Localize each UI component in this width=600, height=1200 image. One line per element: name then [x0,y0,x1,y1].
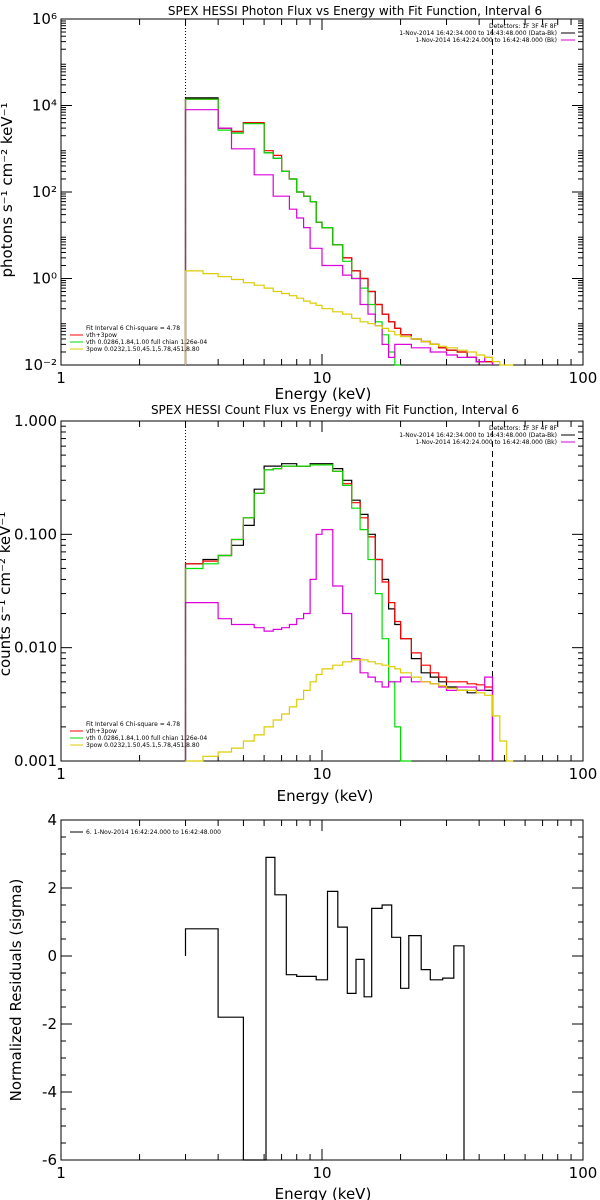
y-axis-label: counts s⁻¹ cm⁻² keV⁻¹ [0,512,14,677]
y-tick-label: -6 [42,1151,57,1169]
legend-text: vth 0.0286,1.84,1.00 full chian 1.26e-04 [86,735,207,742]
legend-text: 3pow 0.0232,1.50,45.1,5.78,451,8.80 [86,742,200,749]
photon-flux-panel: SPEX HESSI Photon Flux vs Energy with Fi… [0,4,597,403]
series-line-0 [184,856,465,1161]
y-tick-label: 10⁴ [32,97,57,115]
y-tick-label: 10⁰ [32,270,57,288]
series-line-2 [184,464,412,762]
legend-text: Fit Interval 6 Chi-square = 4.78 [86,721,180,728]
x-tick-label: 1 [56,1164,66,1182]
y-tick-label: 0.001 [14,752,57,770]
x-axis-label: Energy (keV) [275,385,372,403]
count-flux-panel: SPEX HESSI Count Flux vs Energy with Fit… [0,403,597,805]
y-tick-label: -4 [42,1083,57,1101]
y-tick-label: 10⁶ [32,10,57,28]
series-line-1 [184,464,494,761]
legend-text: Detectors: 1F 3F 4F 8F [489,23,558,30]
x-tick-label: 10 [312,1164,331,1182]
x-tick-label: 1 [56,765,66,783]
legend-text: vth+3pow [86,728,117,735]
plot-frame [60,18,584,366]
y-axis-label: Normalized Residuals (sigma) [7,879,25,1102]
legend-text: 1-Nov-2014 16:42:24.000 to 16:42:48.000 … [415,37,557,44]
y-tick-label: 0 [47,947,57,965]
residuals-panel: Energy (keV) Normalized Residuals (sigma… [7,811,597,1200]
y-tick-label: 2 [47,879,57,897]
legend-text: 1-Nov-2014 16:42:34.000 to 16:43:48.000 … [399,432,557,439]
plot-frame [60,420,584,762]
legend-text: Detectors: 1F 3F 4F 8F [489,425,558,432]
y-axis-label: photons s⁻¹ cm⁻² keV⁻¹ [0,103,16,278]
y-tick-label: 0.100 [14,525,57,543]
x-axis-label: Energy (keV) [275,1185,372,1200]
series-line-4 [185,659,514,762]
x-tick-label: 100 [569,765,598,783]
y-tick-label: 0.010 [14,639,57,657]
y-tick-label: 4 [47,811,57,829]
y-tick-label: -2 [42,1015,57,1033]
y-tick-label: 1.000 [14,412,57,430]
x-tick-label: 1 [56,369,66,387]
x-tick-label: 100 [569,1164,598,1182]
legend-text: 1-Nov-2014 16:42:24.000 to 16:42:48.000 … [415,439,557,446]
y-tick-label: 10⁻² [24,356,57,374]
series-line-3 [184,529,494,761]
series-line-3 [184,109,494,365]
series-line-2 [184,98,401,366]
legend-text: 3pow 0.0232,1.50,45.1,5.78,451,8.80 [86,346,200,353]
panel-title: SPEX HESSI Count Flux vs Energy with Fit… [151,403,519,417]
legend-text: Fit Interval 6 Chi-square = 4.78 [86,325,180,332]
x-tick-label: 10 [312,369,331,387]
plot-frame [60,819,584,1161]
x-tick-label: 100 [569,369,598,387]
legend-text: vth+3pow [86,332,117,339]
legend-text: vth 0.0286,1.84,1.00 full chian 1.26e-04 [86,339,207,346]
x-axis-label: Energy (keV) [277,787,374,805]
y-tick-label: 10² [32,183,57,201]
series-line-4 [184,270,514,366]
panel-title: SPEX HESSI Photon Flux vs Energy with Fi… [168,4,542,18]
legend-text: 6. 1-Nov-2014 16:42:24.000 to 16:42:48.0… [86,829,221,836]
x-tick-label: 10 [312,765,331,783]
legend-text: 1-Nov-2014 16:42:34.000 to 16:43:48.000 … [399,30,557,37]
series-line-0 [184,463,494,761]
